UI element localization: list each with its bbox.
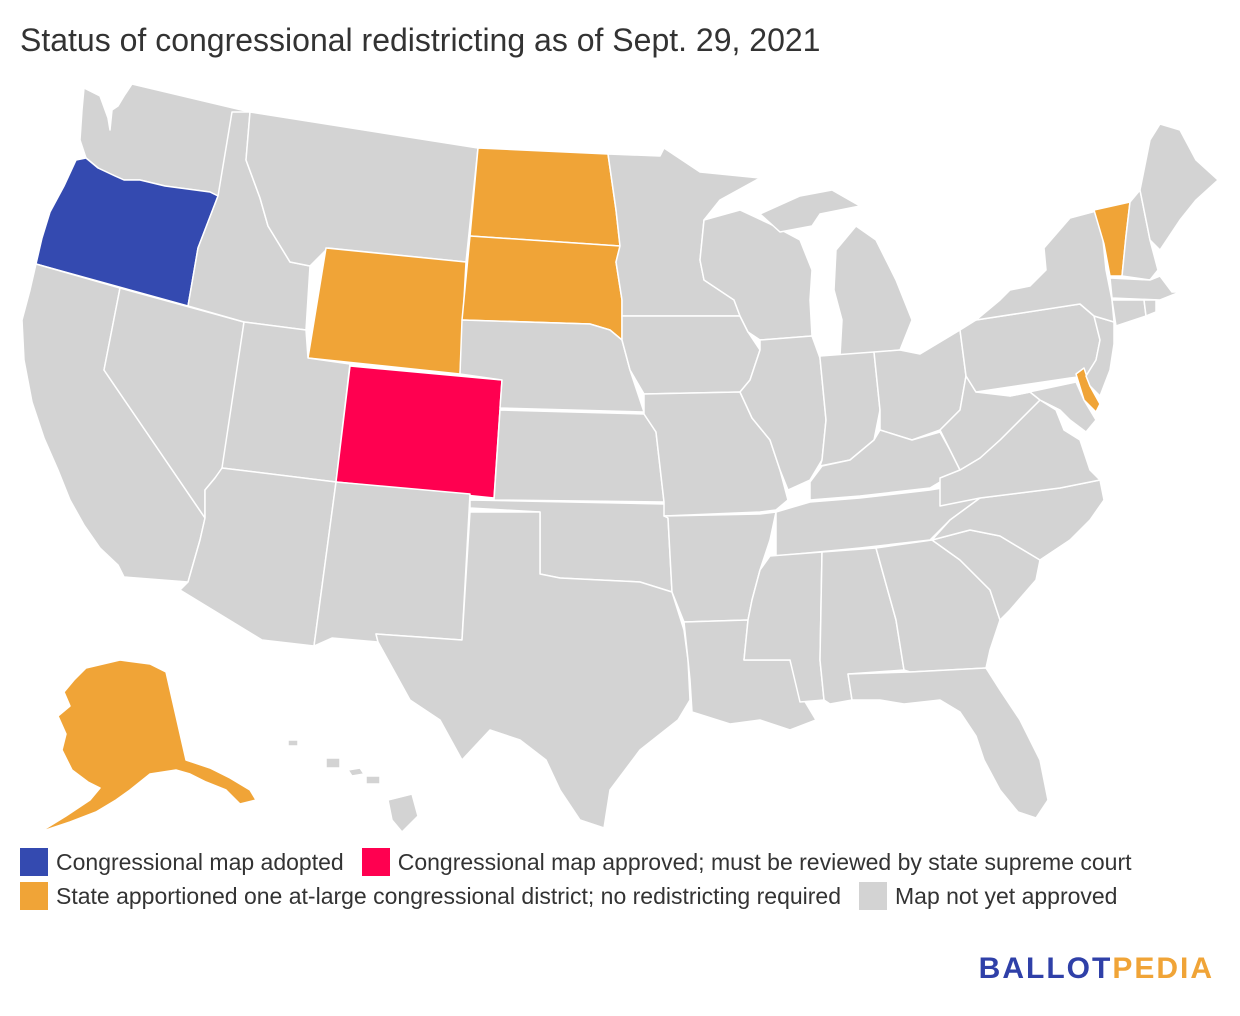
state-maine[interactable] xyxy=(1139,123,1219,251)
logo-part-pedia: PEDIA xyxy=(1112,952,1214,985)
state-new-jersey[interactable] xyxy=(1085,315,1115,397)
legend-row-1: Congressional map adopted Congressional … xyxy=(20,848,1150,876)
logo-part-ballot: BALLOT xyxy=(978,952,1113,985)
state-montana[interactable] xyxy=(245,111,479,267)
state-north-dakota[interactable] xyxy=(469,147,621,247)
legend-swatch-adopted xyxy=(20,848,48,876)
legend-swatch-at-large xyxy=(20,882,48,910)
legend-label-at-large: State apportioned one at-large congressi… xyxy=(56,882,841,909)
state-rhode-island[interactable] xyxy=(1143,299,1157,317)
state-hawaii[interactable] xyxy=(287,739,419,833)
legend-item-supreme-court: Congressional map approved; must be revi… xyxy=(361,848,1132,876)
legend-item-at-large: State apportioned one at-large congressi… xyxy=(20,882,841,910)
legend-swatch-not-yet xyxy=(859,882,887,910)
legend-item-adopted: Congressional map adopted xyxy=(20,848,344,876)
state-alaska[interactable] xyxy=(39,659,257,833)
state-florida[interactable] xyxy=(847,667,1049,819)
state-michigan[interactable] xyxy=(759,189,913,357)
ballotpedia-logo: BALLOTPEDIA xyxy=(979,952,1214,986)
state-iowa[interactable] xyxy=(621,315,761,395)
state-kansas[interactable] xyxy=(493,409,665,503)
legend-row-2: State apportioned one at-large congressi… xyxy=(20,882,1135,910)
legend-label-supreme-court: Congressional map approved; must be revi… xyxy=(397,848,1132,875)
page-title: Status of congressional redistricting as… xyxy=(20,22,821,58)
legend-label-adopted: Congressional map adopted xyxy=(56,848,344,875)
state-new-york[interactable] xyxy=(975,209,1115,323)
state-delaware[interactable] xyxy=(1075,367,1101,413)
state-colorado[interactable] xyxy=(335,365,503,499)
state-texas[interactable] xyxy=(375,511,691,829)
state-maryland[interactable] xyxy=(1009,381,1097,433)
state-connecticut[interactable] xyxy=(1111,299,1147,327)
state-massachusetts[interactable] xyxy=(1109,275,1181,301)
state-new-mexico[interactable] xyxy=(313,481,471,647)
legend-label-not-yet: Map not yet approved xyxy=(895,882,1118,909)
state-nebraska[interactable] xyxy=(459,319,645,413)
us-map xyxy=(21,83,1219,833)
state-wyoming[interactable] xyxy=(307,247,467,375)
legend-item-not-yet: Map not yet approved xyxy=(859,882,1117,910)
state-kentucky[interactable] xyxy=(809,429,961,501)
legend-swatch-supreme-court xyxy=(361,848,390,876)
